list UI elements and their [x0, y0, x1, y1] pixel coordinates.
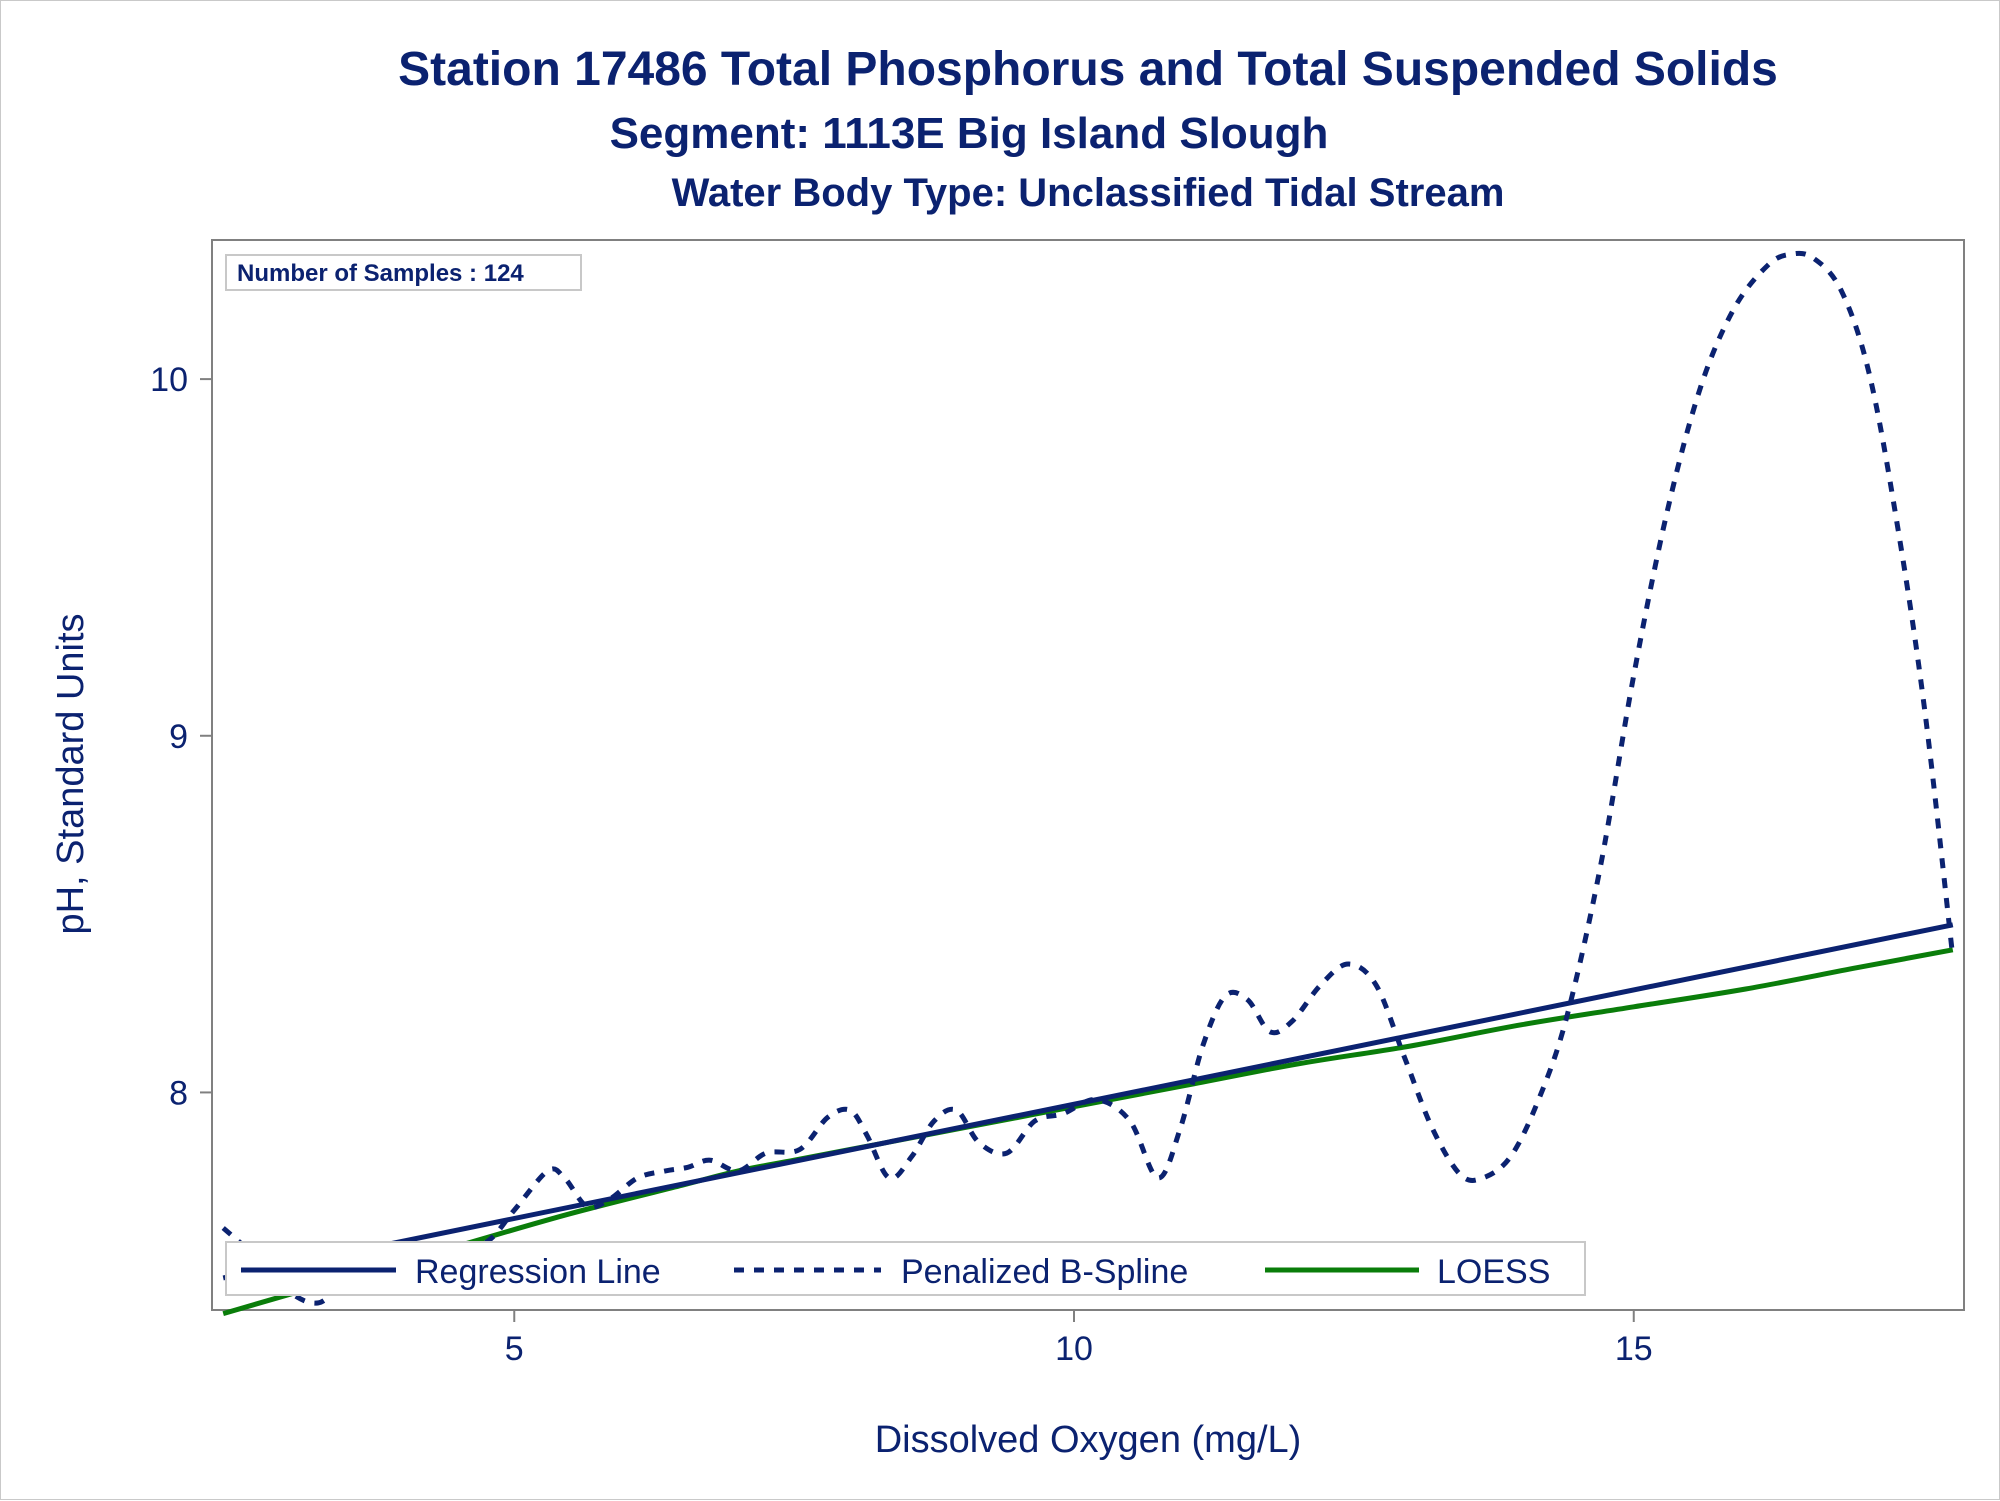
series-line-penalized-b-spline — [221, 250, 1956, 1306]
sample-count-label: Number of Samples : 124 — [237, 260, 524, 287]
plot-area — [211, 239, 1965, 1311]
x-tick-label: 10 — [1055, 1330, 1093, 1368]
chart-title: Station 17486 Total Phosphorus and Total… — [398, 43, 1778, 96]
x-axis: 5 10 15 — [505, 1310, 1653, 1368]
y-tick-label: 8 — [169, 1074, 188, 1112]
y-tick-label: 9 — [169, 718, 188, 756]
y-tick-label: 10 — [150, 361, 188, 399]
y-axis: 8 9 10 — [150, 361, 212, 1112]
chart-subtitle: Segment: 1113E Big Island Slough — [610, 109, 1329, 158]
x-axis-label: Dissolved Oxygen (mg/L) — [875, 1419, 1302, 1461]
x-tick-label: 5 — [505, 1330, 524, 1368]
legend-label-loess: LOESS — [1437, 1253, 1550, 1291]
sample-count-box: Number of Samples : 124 — [225, 254, 582, 291]
legend-label-penalized-b-spline: Penalized B-Spline — [901, 1253, 1188, 1291]
sample-count-frame — [225, 254, 582, 291]
x-tick-label: 15 — [1615, 1330, 1653, 1368]
legend: Regression Line Penalized B-Spline LOESS — [225, 1241, 1586, 1296]
legend-label-regression-line: Regression Line — [415, 1253, 661, 1291]
chart-subtitle-2: Water Body Type: Unclassified Tidal Stre… — [672, 171, 1505, 215]
series-layer — [221, 250, 1956, 1316]
y-axis-label: pH, Standard Units — [50, 613, 92, 934]
